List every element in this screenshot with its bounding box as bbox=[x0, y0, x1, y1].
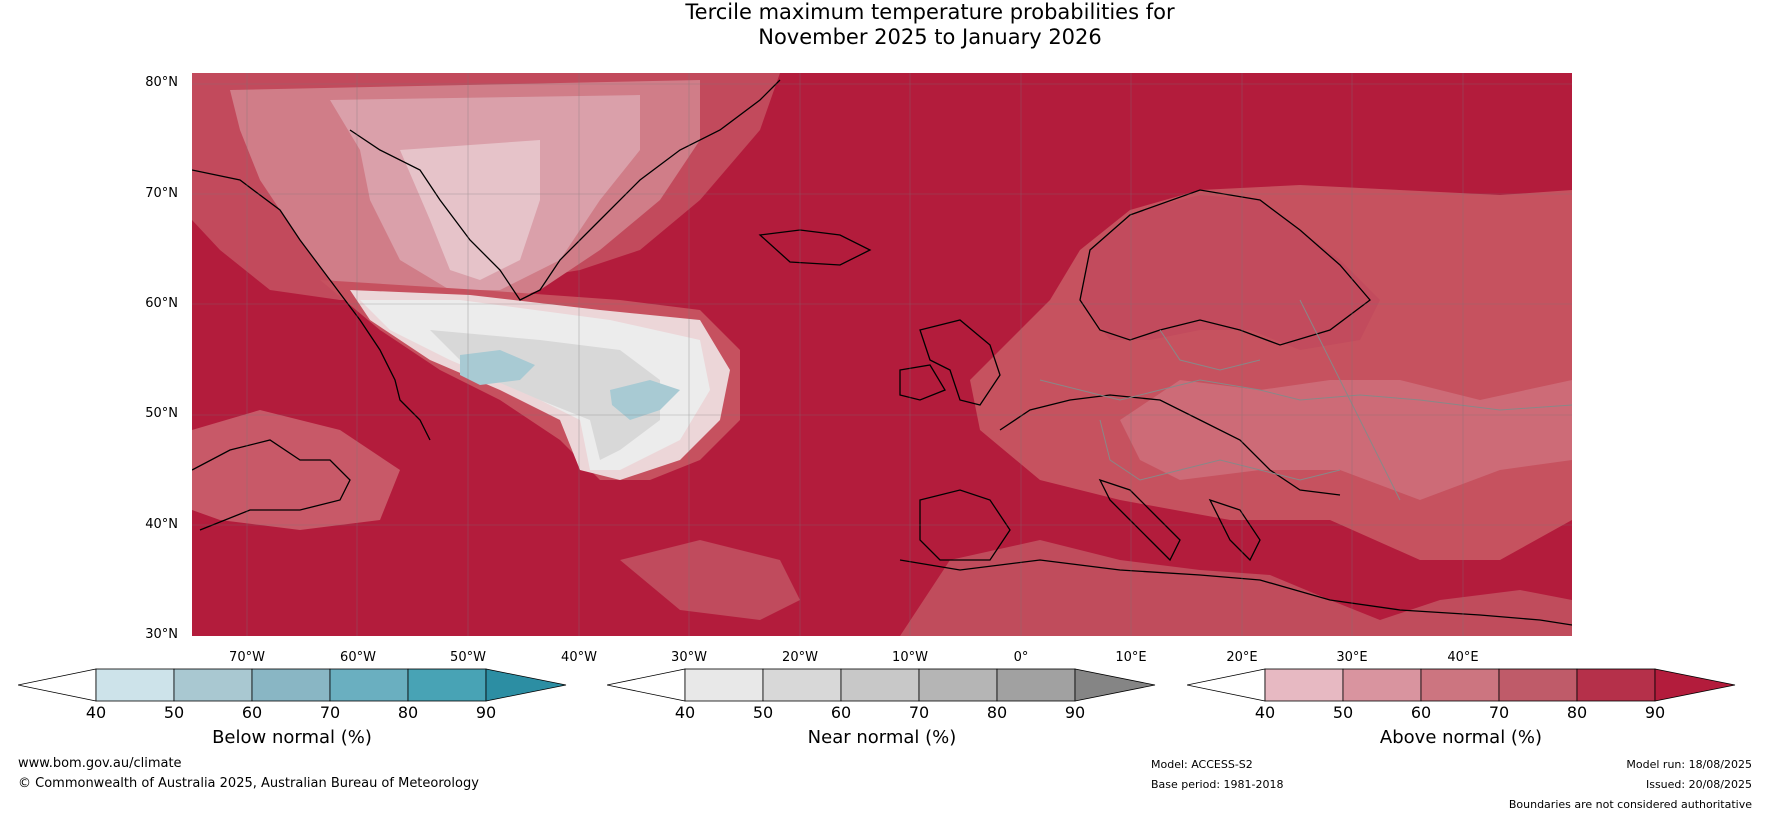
cb0-seg0 bbox=[18, 668, 97, 702]
title-line-1: Tercile maximum temperature probabilitie… bbox=[685, 0, 1175, 24]
coastlines bbox=[192, 79, 1572, 626]
cb1-tick-80: 80 bbox=[986, 703, 1008, 722]
base-period-info: Base period: 1981-2018 bbox=[1151, 778, 1284, 791]
cb0-tick-90: 90 bbox=[475, 703, 497, 722]
graticule bbox=[192, 73, 1572, 636]
lon-label-20w: 20°W bbox=[782, 650, 818, 665]
cb1-tick-90: 90 bbox=[1064, 703, 1086, 722]
title-line-2: November 2025 to January 2026 bbox=[758, 25, 1102, 49]
cb2-tick-50: 50 bbox=[1332, 703, 1354, 722]
lat-label-60n: 60°N bbox=[145, 296, 178, 311]
lon-label-30w: 30°W bbox=[671, 650, 707, 665]
cb2-tick-80: 80 bbox=[1566, 703, 1588, 722]
lat-label-30n: 30°N bbox=[145, 627, 178, 642]
lon-label-10w: 10°W bbox=[892, 650, 928, 665]
cb1-tick-40: 40 bbox=[674, 703, 696, 722]
cb2-tick-60: 60 bbox=[1410, 703, 1432, 722]
below-normal-40-50-zone-2 bbox=[610, 380, 680, 420]
colorbar-below-normal-label: Below normal (%) bbox=[212, 727, 372, 748]
cb1-seg5 bbox=[996, 668, 1076, 702]
model-run-info: Model run: 18/08/2025 bbox=[1626, 758, 1752, 771]
cb2-tick-40: 40 bbox=[1254, 703, 1276, 722]
cb2-seg1 bbox=[1264, 668, 1344, 702]
lon-label-70w: 70°W bbox=[229, 650, 265, 665]
cb2-seg0 bbox=[1187, 668, 1266, 702]
cb0-seg4 bbox=[329, 668, 409, 702]
cb0-seg2 bbox=[173, 668, 253, 702]
cb1-tick-60: 60 bbox=[830, 703, 852, 722]
cb2-seg2 bbox=[1342, 668, 1422, 702]
cb1-seg6 bbox=[1074, 668, 1156, 702]
boundaries-disclaimer: Boundaries are not considered authoritat… bbox=[1508, 798, 1752, 811]
country-borders bbox=[1039, 299, 1572, 501]
cb0-tick-50: 50 bbox=[163, 703, 185, 722]
lon-label-20e: 20°E bbox=[1226, 650, 1258, 665]
lat-label-50n: 50°N bbox=[145, 406, 178, 421]
colorbar-below-normal bbox=[18, 668, 567, 702]
lat-label-80n: 80°N bbox=[145, 75, 178, 90]
cb2-tick-70: 70 bbox=[1488, 703, 1510, 722]
cb1-seg0 bbox=[607, 668, 686, 702]
colorbar-above-normal bbox=[1187, 668, 1736, 702]
cb2-seg3 bbox=[1420, 668, 1500, 702]
cb0-seg3 bbox=[251, 668, 331, 702]
lon-label-60w: 60°W bbox=[340, 650, 376, 665]
lat-label-40n: 40°N bbox=[145, 517, 178, 532]
cb0-seg1 bbox=[95, 668, 175, 702]
cb0-seg6 bbox=[485, 668, 567, 702]
lon-label-40e: 40°E bbox=[1447, 650, 1479, 665]
below-normal-40-50-zone-1 bbox=[460, 350, 535, 385]
cb0-tick-60: 60 bbox=[241, 703, 263, 722]
copyright-text: © Commonwealth of Australia 2025, Austra… bbox=[18, 776, 479, 791]
cb2-seg5 bbox=[1576, 668, 1656, 702]
atlantic-south-60-70-zone bbox=[620, 540, 800, 620]
cb0-seg5 bbox=[407, 668, 487, 702]
website-link[interactable]: www.bom.gov.au/climate bbox=[18, 756, 182, 771]
europe-60-70-zone bbox=[1120, 380, 1572, 500]
cb1-seg1 bbox=[684, 668, 764, 702]
cb1-tick-50: 50 bbox=[752, 703, 774, 722]
cb1-tick-70: 70 bbox=[908, 703, 930, 722]
colorbar-near-normal bbox=[607, 668, 1156, 702]
cb1-seg4 bbox=[918, 668, 998, 702]
cb2-seg4 bbox=[1498, 668, 1578, 702]
greenland-40-50-zone bbox=[400, 140, 540, 280]
lon-label-40w: 40°W bbox=[561, 650, 597, 665]
model-info: Model: ACCESS-S2 bbox=[1151, 758, 1253, 771]
cb1-seg3 bbox=[840, 668, 920, 702]
lon-label-10e: 10°E bbox=[1115, 650, 1147, 665]
issued-info: Issued: 20/08/2025 bbox=[1645, 778, 1752, 791]
cb1-seg2 bbox=[762, 668, 842, 702]
cb0-tick-80: 80 bbox=[397, 703, 419, 722]
lon-label-30e: 30°E bbox=[1336, 650, 1368, 665]
lon-label-50w: 50°W bbox=[450, 650, 486, 665]
hudson-bay-60-70-zone bbox=[192, 410, 400, 530]
lon-label-0: 0° bbox=[1013, 650, 1029, 665]
cb0-tick-70: 70 bbox=[319, 703, 341, 722]
cb2-tick-90: 90 bbox=[1644, 703, 1666, 722]
colorbar-above-normal-label: Above normal (%) bbox=[1379, 727, 1543, 748]
cb0-tick-40: 40 bbox=[85, 703, 107, 722]
lat-label-70n: 70°N bbox=[145, 186, 178, 201]
colorbar-near-normal-label: Near normal (%) bbox=[807, 727, 957, 748]
cb2-seg6 bbox=[1654, 668, 1736, 702]
map-title: Tercile maximum temperature probabilitie… bbox=[0, 0, 1770, 50]
